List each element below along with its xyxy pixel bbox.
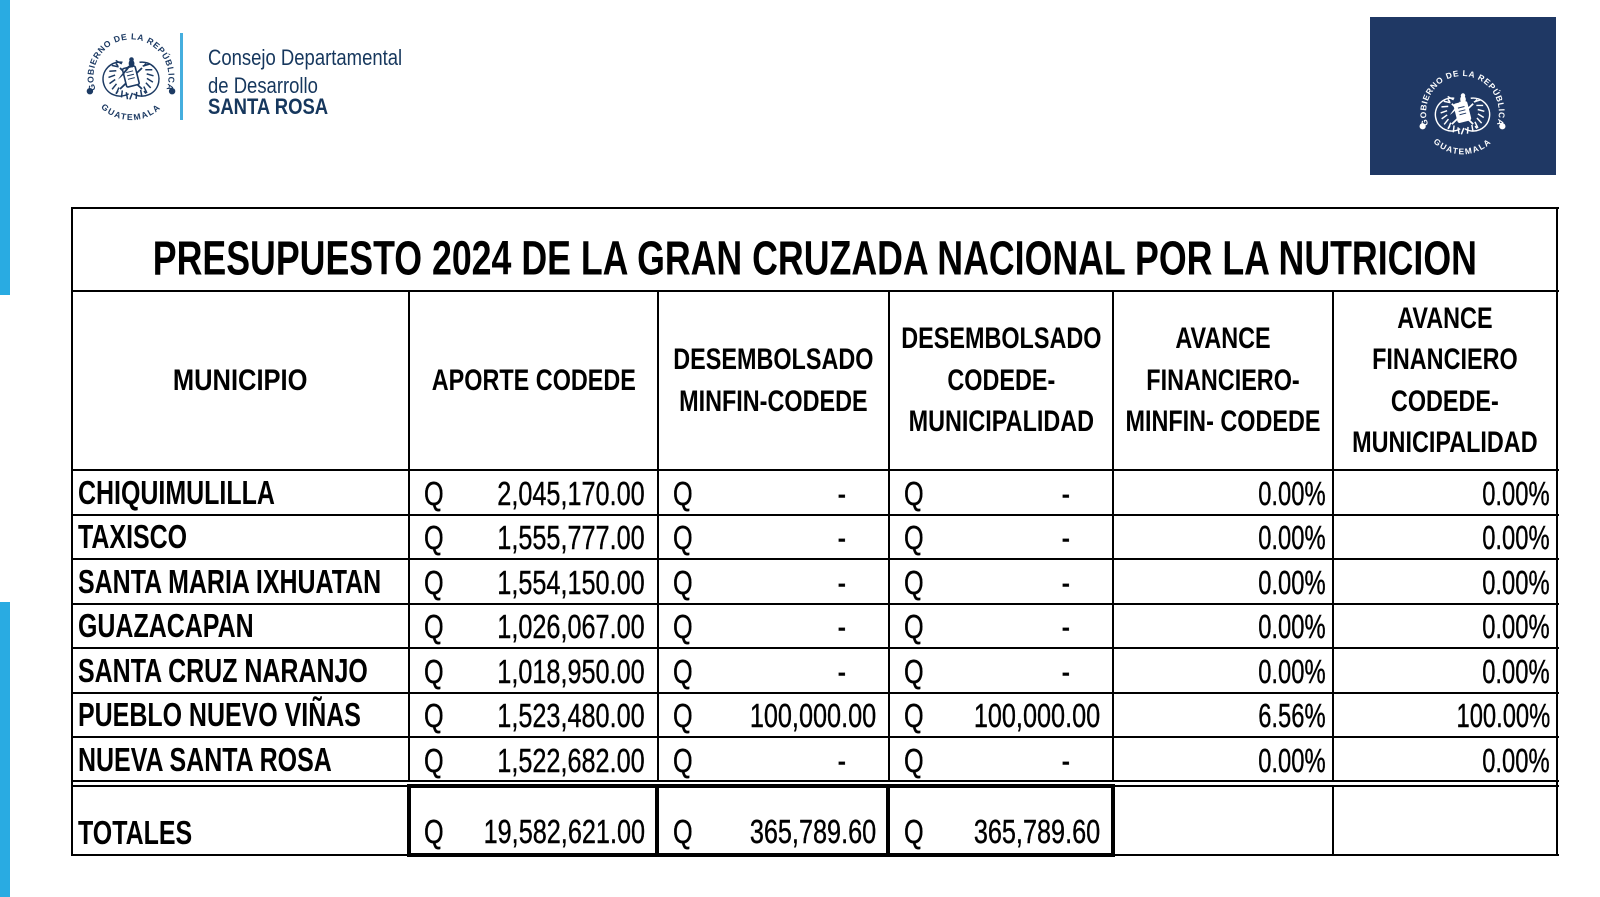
svg-text:GUATEMALA: GUATEMALA [99, 102, 162, 123]
svg-text:GUATEMALA: GUATEMALA [1432, 136, 1493, 156]
